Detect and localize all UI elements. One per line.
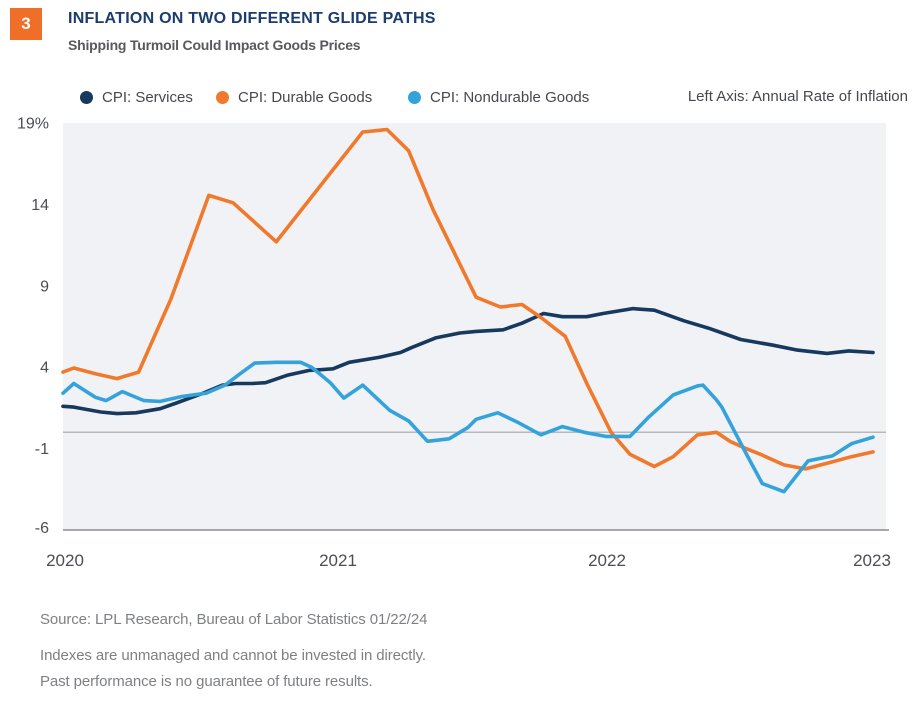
legend-label-durable-goods: CPI: Durable Goods [238, 88, 373, 106]
y-tick-label: -6 [35, 520, 49, 537]
x-tick-label: 2023 [853, 551, 891, 570]
x-axis-labels: 2020 2021 2022 2023 [46, 551, 891, 570]
legend-label-services: CPI: Services [102, 88, 193, 106]
line-cpi-nondurable-goods [61, 360, 875, 494]
disclaimer-text-1: Indexes are unmanaged and cannot be inve… [40, 647, 426, 664]
y-tick-label: -1 [35, 441, 49, 458]
legend-dot-services [80, 90, 93, 104]
left-axis-note: Left Axis: Annual Rate of Inflation [687, 88, 908, 105]
plot-area [63, 123, 886, 530]
chart-subtitle: Shipping Turmoil Could Impact Goods Pric… [68, 37, 361, 53]
figure-number-badge: 3 [10, 8, 42, 40]
x-tick-label: 2021 [319, 551, 357, 570]
legend-item-durable-goods: CPI: Durable Goods [216, 88, 372, 106]
line-chart: 19% 14 9 4 -1 -6 2020 2021 2022 2023 [17, 116, 891, 571]
y-tick-label: 19% [17, 116, 49, 133]
legend-item-services: CPI: Services [80, 88, 193, 106]
disclaimer-text-2: Past performance is no guarantee of futu… [40, 673, 373, 690]
line-cpi-durable-goods [61, 127, 875, 471]
legend-dot-nondurable-goods [408, 90, 421, 104]
source-text: Source: LPL Research, Bureau of Labor St… [40, 611, 428, 628]
legend-dot-durable-goods [216, 90, 229, 104]
line-cpi-services [61, 306, 875, 416]
y-tick-label: 9 [40, 278, 49, 295]
legend: CPI: Services CPI: Durable Goods CPI: No… [0, 88, 921, 106]
series-lines [61, 127, 875, 494]
legend-item-nondurable-goods: CPI: Nondurable Goods [408, 88, 589, 106]
y-tick-label: 14 [31, 197, 49, 214]
chart-title: INFLATION ON TWO DIFFERENT GLIDE PATHS [68, 10, 436, 27]
y-tick-label: 4 [40, 360, 49, 377]
y-axis-labels: 19% 14 9 4 -1 -6 [17, 116, 49, 538]
x-tick-label: 2020 [46, 551, 84, 570]
x-tick-label: 2022 [588, 551, 626, 570]
legend-label-nondurable-goods: CPI: Nondurable Goods [430, 88, 590, 106]
